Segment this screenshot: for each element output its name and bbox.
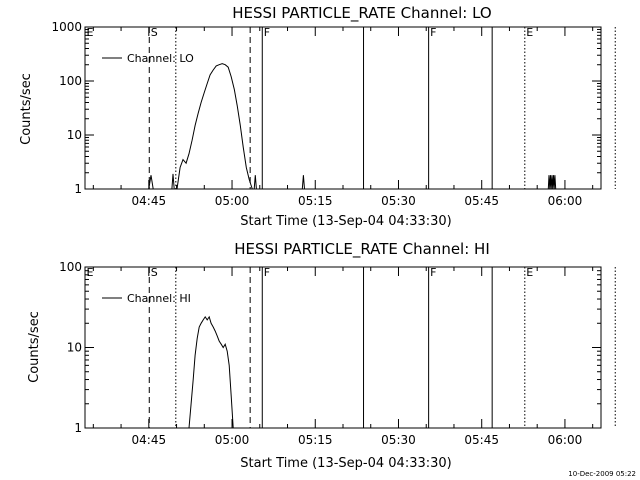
x-tick-label: 05:45 (464, 194, 499, 208)
chart-panel-hi: HESSI PARTICLE_RATE Channel: HI Counts/s… (27, 240, 616, 471)
x-tick-label: 05:15 (298, 433, 333, 447)
x-tick-label: 05:45 (464, 433, 499, 447)
event-flag-label: S (151, 26, 158, 39)
series-line (171, 173, 175, 190)
y-tick-label: 100 (59, 260, 82, 274)
series-line (188, 315, 234, 429)
event-flag-label: E (526, 266, 533, 279)
legend-label: Channel: LO (127, 52, 194, 65)
event-flag-label: F (264, 26, 270, 39)
x-tick-label: 05:30 (381, 194, 416, 208)
x-tick-label: 05:00 (215, 194, 250, 208)
chart-title: HESSI PARTICLE_RATE Channel: HI (234, 240, 490, 259)
timestamp: 10-Dec-2009 05:22 (568, 470, 636, 478)
chart-panel-lo: HESSI PARTICLE_RATE Channel: LO Counts/s… (19, 4, 616, 229)
event-flag-label: F (264, 266, 270, 279)
legend-label: Channel: HI (127, 292, 191, 305)
series-line (547, 175, 557, 190)
chart-title: HESSI PARTICLE_RATE Channel: LO (232, 4, 491, 23)
x-tick-label: 05:00 (215, 433, 250, 447)
series-line (148, 175, 154, 190)
series-line (176, 63, 253, 190)
x-tick-label: 04:45 (132, 194, 167, 208)
series-line (301, 175, 305, 190)
x-tick-label: 04:45 (132, 433, 167, 447)
event-flag-label: E (526, 26, 533, 39)
x-axis-label: Start Time (13-Sep-04 04:33:30) (240, 214, 451, 229)
y-tick-label: 100 (59, 74, 82, 88)
x-tick-label: 05:15 (298, 194, 333, 208)
y-axis-label: Counts/sec (27, 311, 42, 383)
event-flag-label: F (430, 266, 436, 279)
event-flag-label: S (151, 266, 158, 279)
x-axis-label: Start Time (13-Sep-04 04:33:30) (240, 456, 451, 471)
series-line (253, 175, 257, 190)
y-tick-label: 1 (74, 182, 82, 196)
y-tick-label: 10 (67, 128, 82, 142)
x-tick-label: 06:00 (548, 433, 583, 447)
event-flag-label: E (87, 26, 94, 39)
event-flag-label: E (87, 266, 94, 279)
x-tick-label: 05:30 (381, 433, 416, 447)
x-tick-label: 06:00 (548, 194, 583, 208)
y-tick-label: 1000 (51, 20, 82, 34)
y-tick-label: 10 (67, 341, 82, 355)
event-flag-label: F (430, 26, 436, 39)
y-tick-label: 1 (74, 421, 82, 435)
y-axis-label: Counts/sec (19, 73, 34, 145)
